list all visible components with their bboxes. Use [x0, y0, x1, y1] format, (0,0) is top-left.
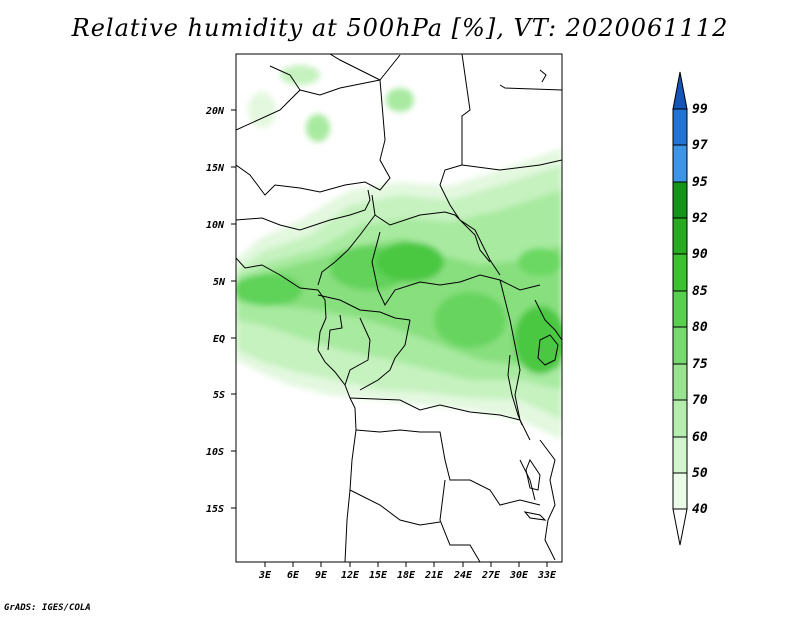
- map-title: Relative humidity at 500hPa [%], VT: 202…: [71, 14, 729, 42]
- colorbar-segment-97: [672, 108, 688, 146]
- lon-label-9e: 9E: [315, 570, 328, 581]
- longitude-ticks: [264, 562, 548, 567]
- lat-label-10s: 10S: [206, 447, 224, 458]
- colorbar-segment-60: [672, 399, 688, 438]
- grads-credit: GrADS: IGES/COLA: [4, 603, 91, 613]
- latitude-labels: 20N 15N 10N 5N EQ 5S 10S 15S: [205, 106, 226, 515]
- colorbar-segment-92: [672, 181, 688, 219]
- colorbar-label-40: 40: [692, 502, 708, 517]
- colorbar-label-97: 97: [692, 138, 708, 153]
- lat-label-10n: 10N: [206, 220, 225, 231]
- lat-label-eq: EQ: [213, 334, 225, 345]
- colorbar-label-75: 75: [692, 357, 708, 372]
- colorbar-label-70: 70: [692, 393, 708, 408]
- colorbar-segment-85: [672, 253, 688, 292]
- lat-label-15s: 15S: [206, 504, 224, 515]
- colorbar-label-95: 95: [692, 175, 708, 190]
- colorbar-label-60: 60: [692, 430, 708, 445]
- colorbar-label-92: 92: [692, 211, 708, 226]
- colorbar-segment-40: [672, 472, 688, 510]
- colorbar-segment-95: [672, 144, 688, 183]
- colorbar-label-80: 80: [692, 320, 708, 335]
- colorbar-labels: 40 50 60 70 75 80 85 90 92 95 97 99: [692, 102, 708, 517]
- lon-label-6e: 6E: [287, 570, 300, 581]
- colorbar-segment-90: [672, 217, 688, 255]
- latitude-ticks: [231, 109, 236, 509]
- map-frame: [235, 53, 563, 563]
- lon-label-12e: 12E: [341, 570, 360, 581]
- colorbar-segment-99: [672, 71, 688, 110]
- lon-label-21e: 21E: [424, 570, 444, 581]
- humidity-core-west: [236, 274, 302, 306]
- colorbar-label-50: 50: [692, 466, 708, 481]
- lon-label-3e: 3E: [258, 570, 272, 581]
- humidity-core-car: [376, 242, 444, 282]
- humidity-patch-sahara2: [386, 88, 414, 112]
- humidity-patch-sahara3: [306, 114, 330, 142]
- lon-label-30e: 30E: [509, 570, 529, 581]
- longitude-labels: 3E 6E 9E 12E 15E 18E 21E 24E 27E 30E 33E: [258, 570, 557, 581]
- lon-label-15e: 15E: [369, 570, 388, 581]
- humidity-core-north: [518, 248, 562, 276]
- colorbar-segment-50: [672, 436, 688, 474]
- humidity-core-east: [514, 306, 562, 374]
- humidity-patch-sahara4: [248, 92, 276, 128]
- lat-label-20n: 20N: [205, 106, 225, 117]
- colorbar-label-99: 99: [692, 102, 708, 117]
- colorbar-segment-80: [672, 290, 688, 328]
- lon-label-24e: 24E: [453, 570, 473, 581]
- humidity-core-congo: [434, 292, 506, 348]
- colorbar-segment-70: [672, 363, 688, 401]
- humidity-field: [236, 65, 562, 440]
- colorbar-label-90: 90: [692, 247, 708, 262]
- lon-label-18e: 18E: [397, 570, 416, 581]
- lat-label-5n: 5N: [213, 277, 226, 288]
- humidity-patch-sahara1: [280, 65, 320, 85]
- colorbar-segment-75: [672, 326, 688, 365]
- colorbar: [672, 71, 688, 546]
- lon-label-27e: 27E: [481, 570, 501, 581]
- lat-label-5s: 5S: [213, 390, 225, 401]
- lon-label-33e: 33E: [537, 570, 557, 581]
- lat-label-15n: 15N: [206, 163, 225, 174]
- colorbar-segment-below-40: [672, 508, 688, 546]
- country-borders: [236, 54, 562, 562]
- colorbar-label-85: 85: [692, 284, 708, 299]
